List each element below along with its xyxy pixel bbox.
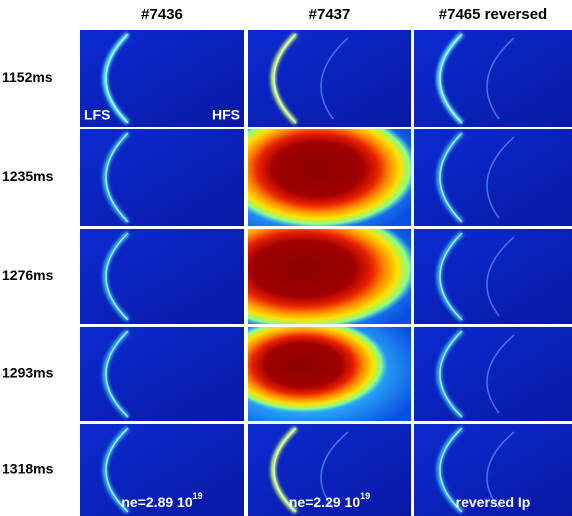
row-label: 1235ms	[2, 168, 54, 184]
camera-frame	[218, 317, 411, 421]
column-header: #7465 reversed	[439, 6, 547, 23]
footer-label: ne=2.29 1019	[289, 491, 370, 509]
camera-frame	[80, 229, 244, 324]
footer-text: reversed Ip	[456, 494, 531, 510]
camera-frame	[414, 229, 572, 324]
row-label: 1318ms	[2, 461, 54, 477]
lfs-label: LFS	[84, 107, 110, 123]
camera-frame	[414, 327, 572, 421]
footer-text: ne=2.29 10	[289, 494, 360, 510]
row-label: 1152ms	[2, 69, 53, 85]
camera-frame	[80, 129, 244, 226]
row-label: 1293ms	[2, 365, 54, 381]
column-header: #7436	[141, 6, 183, 23]
camera-frame	[80, 327, 244, 421]
column-header: #7437	[309, 6, 351, 23]
row-label: 1276ms	[2, 267, 54, 283]
footer-sup: 19	[360, 491, 370, 501]
footer-label: reversed Ip	[456, 494, 531, 510]
camera-frame	[414, 129, 572, 226]
footer-text: ne=2.89 10	[121, 494, 192, 510]
camera-frame	[414, 30, 572, 127]
footer-label: ne=2.89 1019	[121, 491, 202, 509]
camera-frame	[248, 30, 411, 127]
footer-sup: 19	[193, 491, 203, 501]
figure: 1152ms 1235ms 1276ms 1293ms 1318ms #7436 #7437…	[0, 0, 572, 516]
hfs-label: HFS	[212, 107, 240, 123]
